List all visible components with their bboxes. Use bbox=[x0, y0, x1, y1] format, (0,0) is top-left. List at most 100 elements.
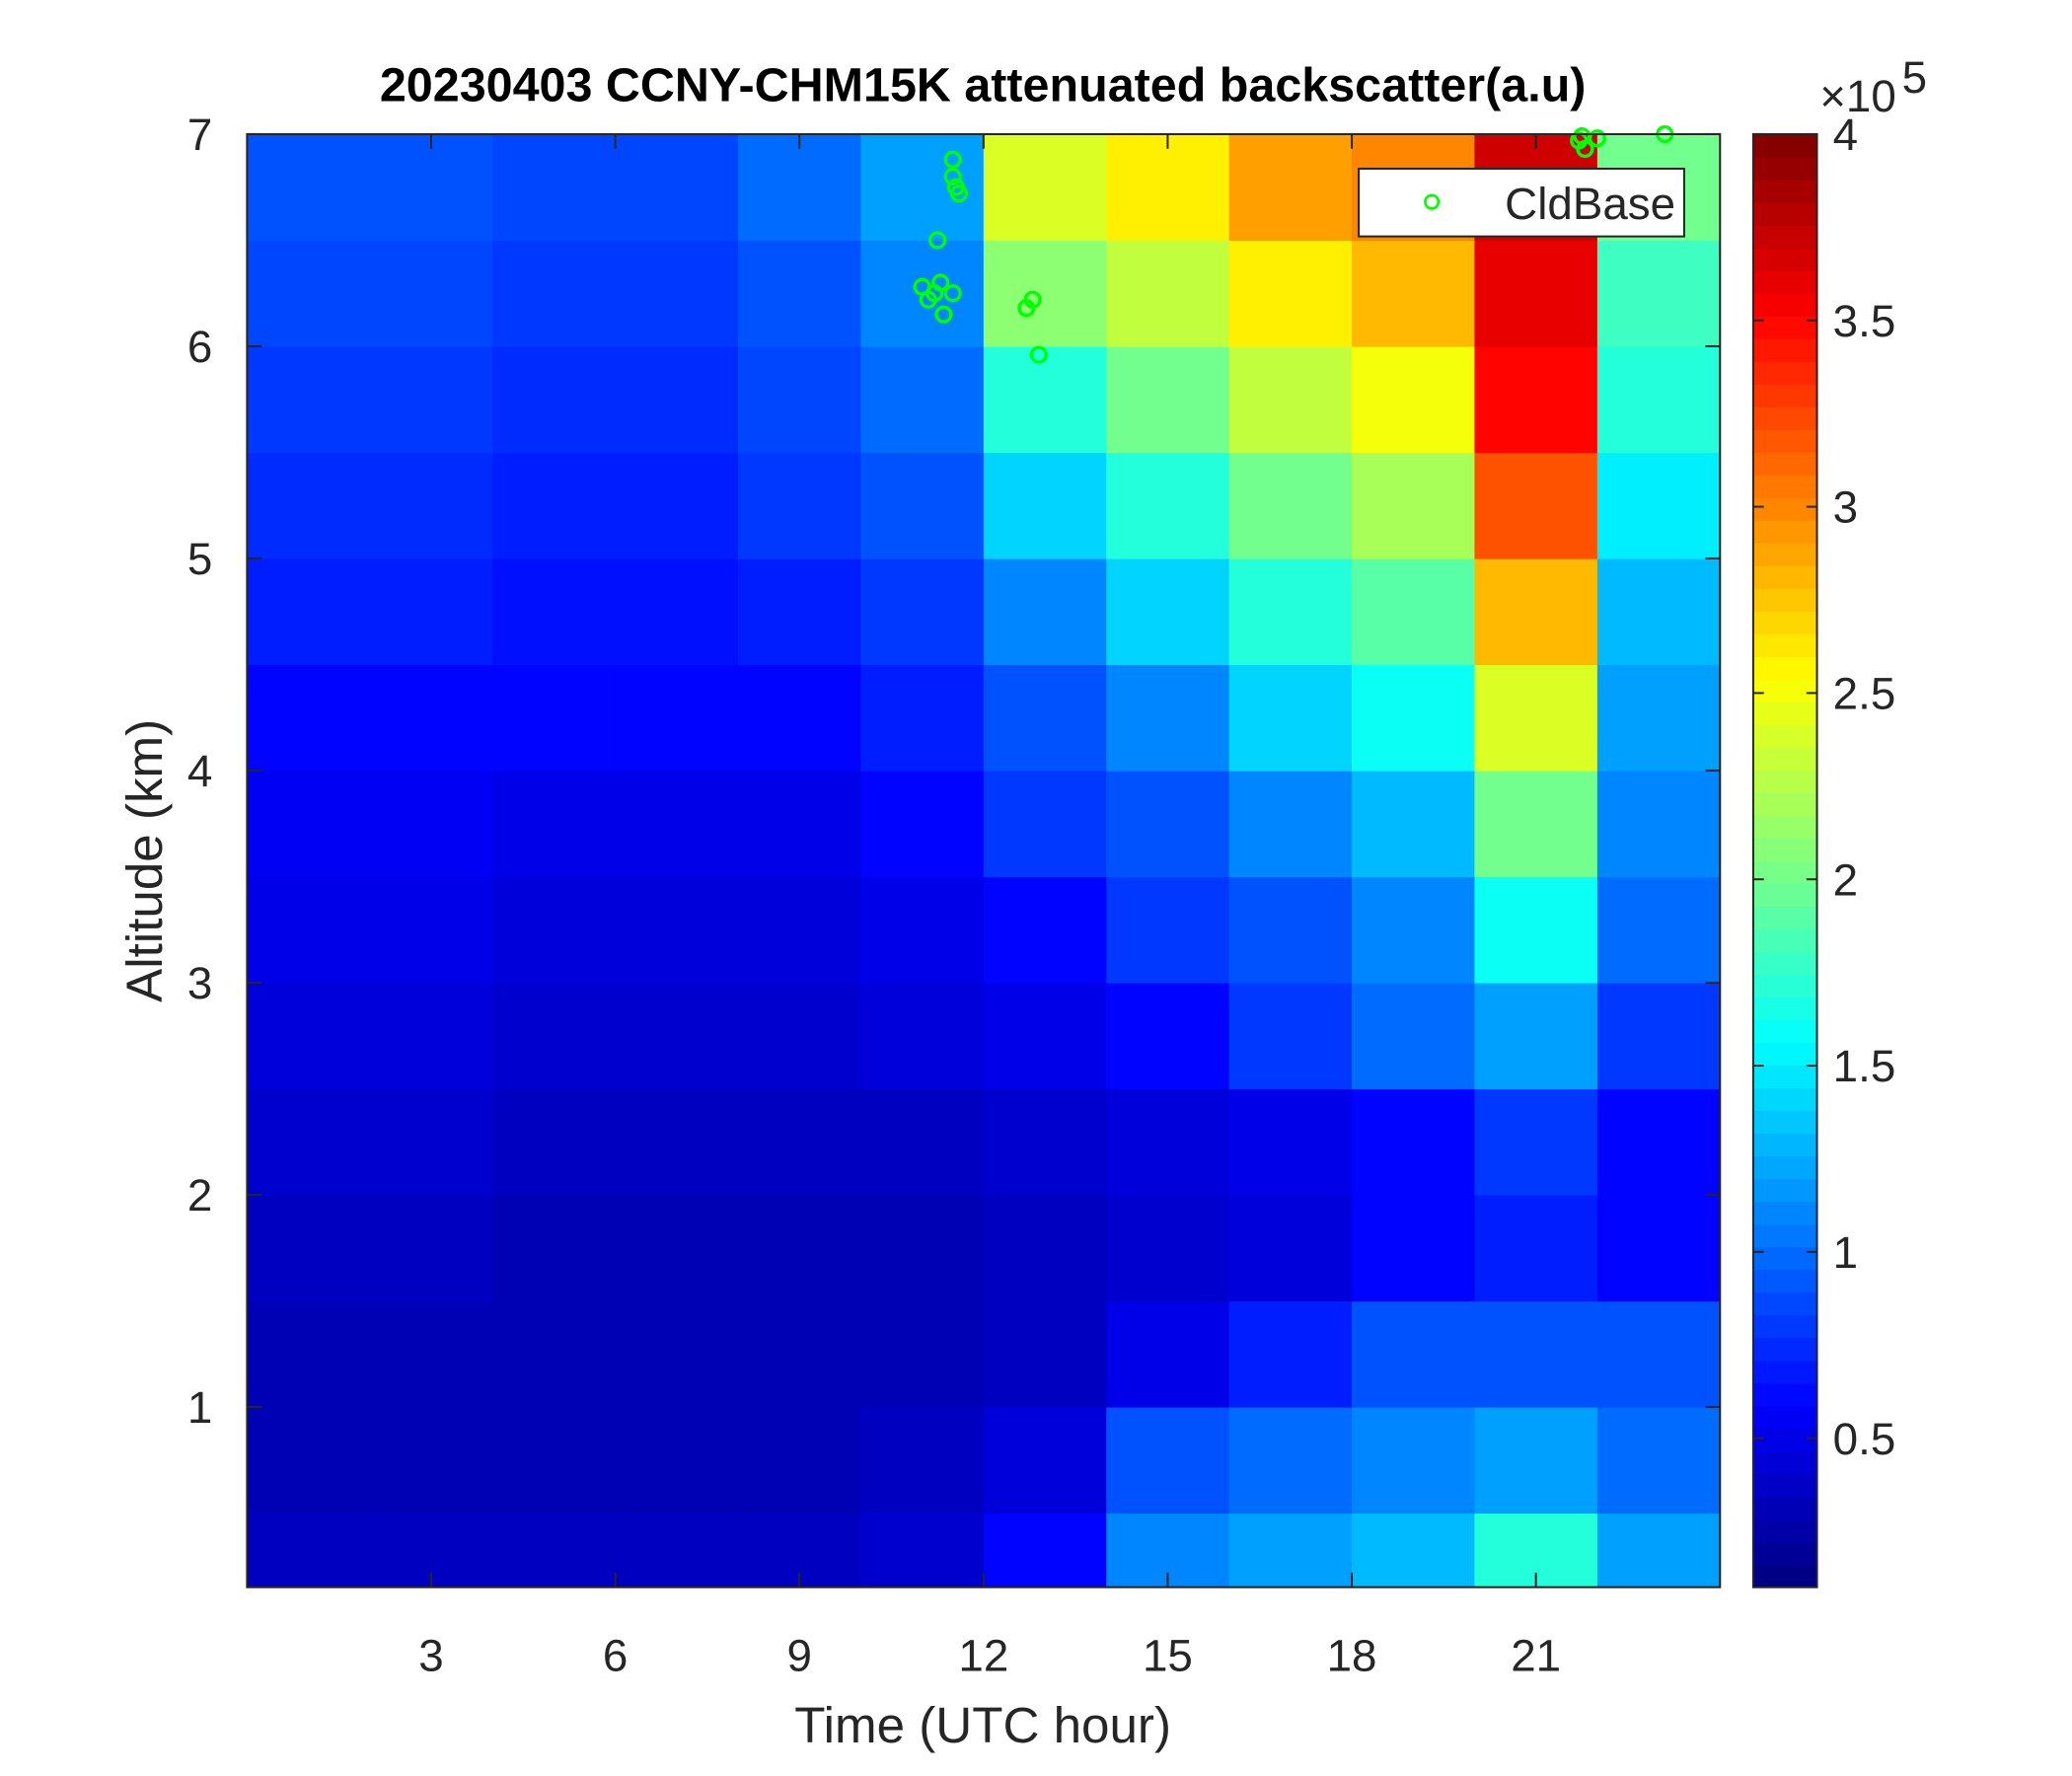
heatmap-cell bbox=[1106, 770, 1230, 878]
heatmap-cell bbox=[1474, 1088, 1598, 1196]
colorbar-swatch bbox=[1752, 1360, 1817, 1384]
colorbar-swatch bbox=[1752, 633, 1817, 657]
heatmap-cell bbox=[369, 452, 493, 559]
heatmap-cell bbox=[369, 982, 493, 1090]
heatmap-cell bbox=[738, 557, 862, 666]
heatmap-cell bbox=[615, 876, 739, 984]
colorbar-swatch bbox=[1752, 906, 1817, 930]
colorbar-swatch bbox=[1752, 179, 1817, 203]
heatmap-cell bbox=[1474, 664, 1598, 772]
colorbar-swatch bbox=[1752, 1541, 1817, 1566]
heatmap-cell bbox=[615, 557, 739, 666]
colorbar-swatch bbox=[1752, 1087, 1817, 1112]
heatmap-cell bbox=[1596, 240, 1721, 347]
heatmap-cell bbox=[1228, 876, 1353, 984]
heatmap-cell bbox=[247, 664, 371, 772]
heatmap-cell bbox=[738, 1088, 862, 1196]
heatmap-cell bbox=[1228, 1194, 1353, 1302]
colorbar-swatch bbox=[1752, 1292, 1817, 1316]
colorbar-swatch bbox=[1752, 1496, 1817, 1520]
colorbar-swatch bbox=[1752, 475, 1817, 498]
colorbar-swatch bbox=[1752, 1450, 1817, 1475]
heatmap-cell bbox=[369, 133, 493, 242]
colorbar-swatch bbox=[1752, 1564, 1817, 1589]
colorbar-tick-label: 3.5 bbox=[1833, 296, 1896, 346]
heatmap-cell bbox=[492, 1194, 617, 1302]
cloud-base-point bbox=[943, 167, 962, 186]
colorbar-swatch bbox=[1752, 928, 1817, 953]
x-axis-label: Time (UTC hour) bbox=[794, 1697, 1171, 1753]
heatmap-cell bbox=[1352, 770, 1476, 878]
heatmap-cell bbox=[860, 770, 985, 878]
heatmap-cell bbox=[983, 1406, 1107, 1515]
cloud-base-point bbox=[1023, 290, 1042, 309]
colorbar-swatch bbox=[1752, 497, 1817, 521]
heatmap-cell bbox=[1474, 770, 1598, 878]
heatmap-cell bbox=[615, 664, 739, 772]
colorbar-exponent-label: ×10 bbox=[1819, 71, 1896, 121]
colorbar-swatch bbox=[1752, 770, 1817, 793]
heatmap-cell bbox=[1596, 664, 1721, 772]
colorbar-swatch bbox=[1752, 1133, 1817, 1157]
colorbar-swatch bbox=[1752, 860, 1817, 884]
heatmap-cell bbox=[369, 345, 493, 454]
heatmap-cell bbox=[1352, 345, 1476, 454]
colorbar-tick-label: 2 bbox=[1833, 854, 1858, 905]
heatmap-cell bbox=[738, 982, 862, 1090]
heatmap-cell bbox=[247, 1194, 371, 1302]
heatmap-cell bbox=[247, 345, 371, 454]
heatmap-cell bbox=[1352, 1513, 1476, 1589]
x-tick-label: 3 bbox=[418, 1630, 443, 1680]
colorbar-frame bbox=[1751, 132, 1818, 1589]
heatmap-cell bbox=[738, 452, 862, 559]
heatmap-cell bbox=[1596, 770, 1721, 878]
heatmap-cell bbox=[738, 664, 862, 772]
heatmap-cell bbox=[492, 1088, 617, 1196]
heatmap-cell bbox=[738, 240, 862, 347]
heatmap-cell bbox=[247, 982, 371, 1090]
colorbar-swatch bbox=[1752, 1428, 1817, 1452]
colorbar-swatch bbox=[1752, 1201, 1817, 1225]
heatmap-cell bbox=[1228, 557, 1353, 666]
colorbar-swatch bbox=[1752, 248, 1817, 271]
heatmap-cell bbox=[1474, 452, 1598, 559]
heatmap-cell bbox=[738, 345, 862, 454]
heatmap-cell bbox=[1106, 452, 1230, 559]
colorbar-swatch bbox=[1752, 1178, 1817, 1203]
heatmap-cell bbox=[860, 557, 985, 666]
heatmap-cell bbox=[860, 1300, 985, 1408]
heatmap-cell bbox=[615, 240, 739, 347]
heatmap-cell bbox=[247, 133, 371, 242]
y-tick-label: 6 bbox=[187, 322, 212, 372]
colorbar-swatch bbox=[1752, 1155, 1817, 1180]
colorbar-swatch bbox=[1752, 1110, 1817, 1135]
heatmap-cell bbox=[615, 770, 739, 878]
cloud-base-point bbox=[931, 273, 950, 292]
colorbar-swatch bbox=[1752, 293, 1817, 317]
heatmap-cell bbox=[738, 770, 862, 878]
heatmap-cell bbox=[738, 1300, 862, 1408]
colorbar-swatch bbox=[1752, 520, 1817, 544]
y-tick-label: 7 bbox=[187, 110, 212, 160]
heatmap-cell bbox=[1474, 1406, 1598, 1515]
heatmap-cell bbox=[1228, 1300, 1353, 1408]
cloud-base-point bbox=[949, 185, 969, 203]
heatmap-cell bbox=[1106, 1194, 1230, 1302]
heatmap-cell bbox=[1352, 1194, 1476, 1302]
heatmap-cell bbox=[860, 664, 985, 772]
colorbar-swatch bbox=[1752, 588, 1817, 612]
heatmap-cell bbox=[983, 1513, 1107, 1589]
heatmap-cell bbox=[492, 452, 617, 559]
heatmap-cell bbox=[860, 133, 985, 242]
heatmap-cell bbox=[615, 982, 739, 1090]
heatmap-cell bbox=[1474, 876, 1598, 984]
colorbar-swatch bbox=[1752, 951, 1817, 976]
colorbar-swatch bbox=[1752, 133, 1817, 158]
heatmap-cell bbox=[738, 1194, 862, 1302]
heatmap-cell bbox=[492, 664, 617, 772]
heatmap-cell bbox=[1106, 664, 1230, 772]
heatmap-cell bbox=[1106, 1406, 1230, 1515]
legend-box bbox=[1358, 167, 1685, 238]
heatmap-cell bbox=[1228, 133, 1353, 242]
cloud-base-point bbox=[928, 231, 947, 250]
